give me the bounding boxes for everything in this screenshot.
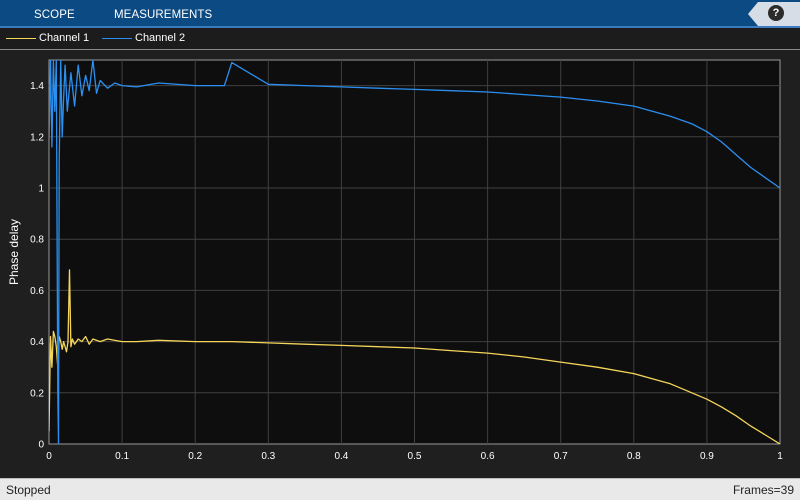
y-tick-label: 0.6 [30, 286, 44, 297]
legend-swatch-channel-1 [6, 37, 36, 39]
help-button[interactable]: ? [768, 5, 784, 21]
series-line-channel-2 [49, 60, 780, 444]
legend-label-channel-2: Channel 2 [135, 32, 186, 44]
tab-scope[interactable]: SCOPE [34, 9, 75, 21]
legend-item-channel-1[interactable]: Channel 1 [6, 28, 89, 49]
x-tick-label: 0.5 [408, 451, 422, 462]
series-layer [49, 60, 780, 444]
legend-label-channel-1: Channel 1 [39, 32, 90, 44]
toolbar: SCOPE MEASUREMENTS ? [0, 0, 800, 28]
series-line-channel-1 [49, 269, 780, 444]
y-tick-label: 1.2 [30, 132, 44, 143]
x-tick-label: 0.2 [188, 451, 202, 462]
x-tick-label: 0.1 [115, 451, 129, 462]
x-tick-label: 0.3 [261, 451, 275, 462]
x-tick-label: 0 [46, 451, 52, 462]
legend-item-channel-2[interactable]: Channel 2 [102, 28, 185, 49]
y-axis-label: Phase delay [7, 219, 21, 285]
x-tick-label: 1 [777, 451, 783, 462]
legend: Channel 1 Channel 2 [0, 28, 800, 50]
tab-measurements[interactable]: MEASUREMENTS [114, 9, 213, 21]
y-tick-label: 0.8 [30, 235, 44, 246]
legend-swatch-channel-2 [102, 37, 132, 39]
y-tick-label: 0.2 [30, 388, 44, 399]
y-tick-label: 1 [38, 184, 44, 195]
grid [49, 60, 780, 444]
tick-labels: 0 0.1 0.2 0.3 0.4 0.5 0.6 0.7 0.8 0.9 1 0 0.2 0.4 0.6 0… [30, 81, 783, 462]
y-tick-label: 1.4 [30, 81, 44, 92]
x-tick-label: 0.6 [481, 451, 495, 462]
x-tick-label: 0.8 [627, 451, 641, 462]
x-tick-label: 0.7 [554, 451, 568, 462]
x-tick-label: 0.9 [700, 451, 714, 462]
x-tick-label: 0.4 [334, 451, 348, 462]
y-tick-label: 0.4 [30, 337, 44, 348]
status-bar: Stopped Frames=39 [0, 478, 800, 500]
plot-area[interactable]: 0 0.1 0.2 0.3 0.4 0.5 0.6 0.7 0.8 0.9 1 0 0.2 0.4 0.6 0… [0, 50, 800, 478]
status-text: Stopped [6, 483, 51, 497]
y-tick-label: 0 [38, 440, 44, 451]
frames-counter: Frames=39 [732, 483, 794, 497]
